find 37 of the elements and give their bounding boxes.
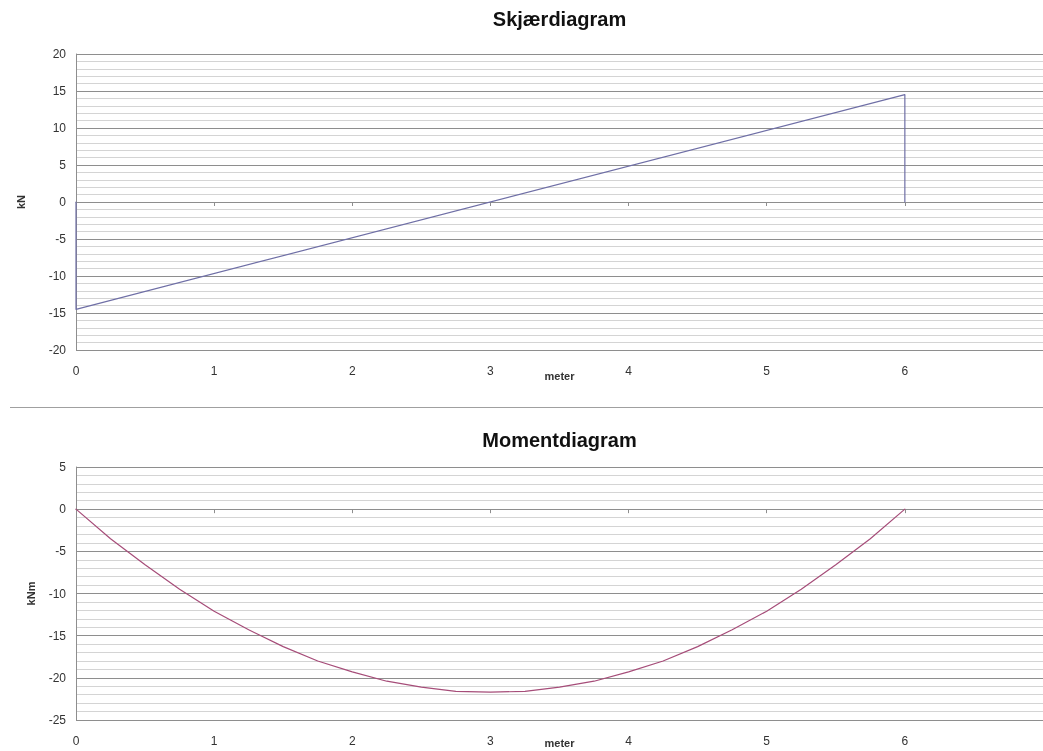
x-tick-label: 1 <box>210 364 218 378</box>
x-tick-label: 2 <box>348 364 356 378</box>
y-tick-label: 5 <box>59 460 67 474</box>
x-tick-label: 0 <box>72 734 80 748</box>
x-tick-label: 5 <box>763 734 771 748</box>
y-tick-label: -20 <box>48 343 67 357</box>
y-tick-label: 15 <box>52 84 67 98</box>
y-tick-label: 5 <box>59 158 67 172</box>
x-tick-label: 6 <box>901 734 909 748</box>
x-tick-label: 6 <box>901 364 909 378</box>
y-tick-label: -15 <box>48 628 67 643</box>
x-tick-label: 3 <box>487 734 495 748</box>
line-series <box>75 508 906 693</box>
x-tick-label: 2 <box>348 734 356 748</box>
y-tick-label: 10 <box>52 121 67 135</box>
y-axis-title: kN <box>14 194 27 210</box>
x-tick-label: 1 <box>210 734 218 748</box>
x-tick-label: 0 <box>72 364 80 378</box>
y-tick-label: 0 <box>59 502 67 517</box>
y-axis-title: kNm <box>24 581 37 606</box>
x-tick-label: 4 <box>625 364 633 378</box>
x-tick-label: 5 <box>763 364 771 378</box>
y-tick-label: -20 <box>48 670 67 685</box>
y-tick-label: 0 <box>59 195 67 209</box>
x-axis-title: meter <box>544 736 576 749</box>
y-tick-label: -15 <box>48 306 67 320</box>
y-tick-label: -10 <box>48 586 67 601</box>
x-tick-label: 4 <box>625 734 633 748</box>
chart-title: Skjærdiagram <box>492 8 627 30</box>
y-tick-label: -25 <box>48 713 67 727</box>
y-tick-label: 20 <box>52 47 67 61</box>
y-tick-label: -5 <box>55 232 67 246</box>
x-axis-title: meter <box>544 369 576 382</box>
y-tick-label: -5 <box>55 544 67 559</box>
y-tick-label: -10 <box>48 269 67 283</box>
x-tick-label: 3 <box>487 364 495 378</box>
chart-title: Momentdiagram <box>482 429 637 451</box>
